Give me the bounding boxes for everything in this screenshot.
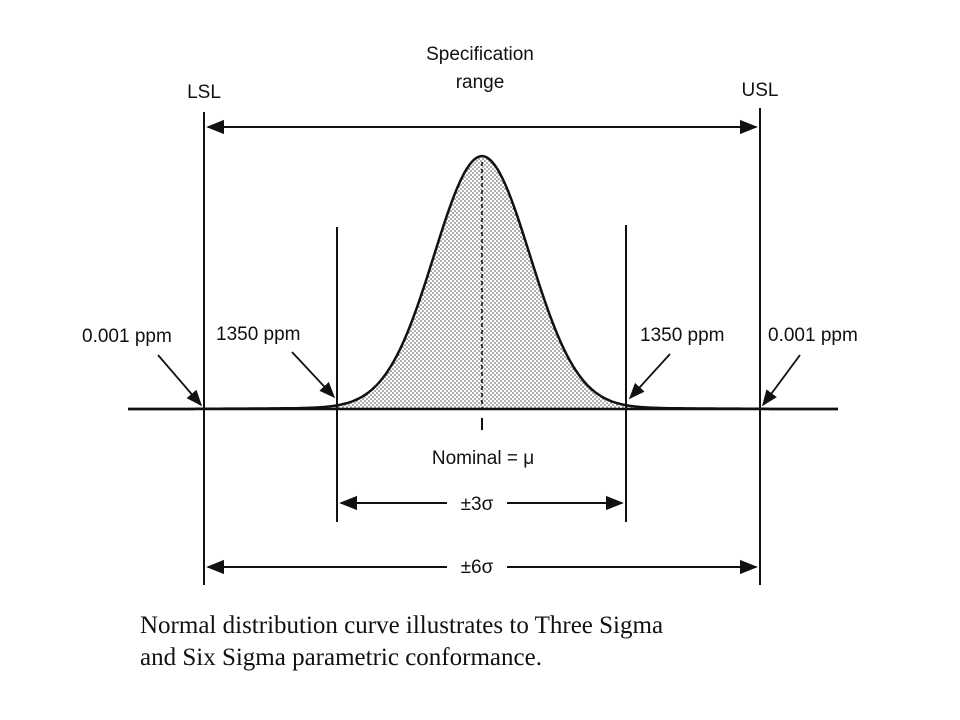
- left-outer-ppm-pointer: [157, 354, 203, 407]
- nominal-label: Nominal = μ: [432, 448, 534, 469]
- caption-line-1: Normal distribution curve illustrates to…: [140, 612, 664, 639]
- normal-curve: [128, 154, 838, 411]
- spec-range-title-line1: Specification: [426, 44, 534, 65]
- right-inner-ppm-pointer: [628, 353, 671, 400]
- spec-range-title-line2: range: [456, 72, 505, 93]
- right-outer-ppm-label: 0.001 ppm: [768, 325, 858, 346]
- left-inner-ppm-label: 1350 ppm: [216, 324, 301, 345]
- six-sigma-label: ±6σ: [461, 557, 494, 578]
- usl-label: USL: [742, 80, 779, 101]
- left-outer-ppm-label: 0.001 ppm: [82, 326, 172, 347]
- lsl-label: LSL: [187, 82, 221, 103]
- right-outer-ppm-pointer: [762, 354, 801, 407]
- three-sigma-label: ±3σ: [461, 494, 494, 515]
- left-inner-ppm-pointer: [291, 351, 336, 399]
- caption-line-2: and Six Sigma parametric conformance.: [140, 644, 542, 671]
- right-inner-ppm-label: 1350 ppm: [640, 325, 725, 346]
